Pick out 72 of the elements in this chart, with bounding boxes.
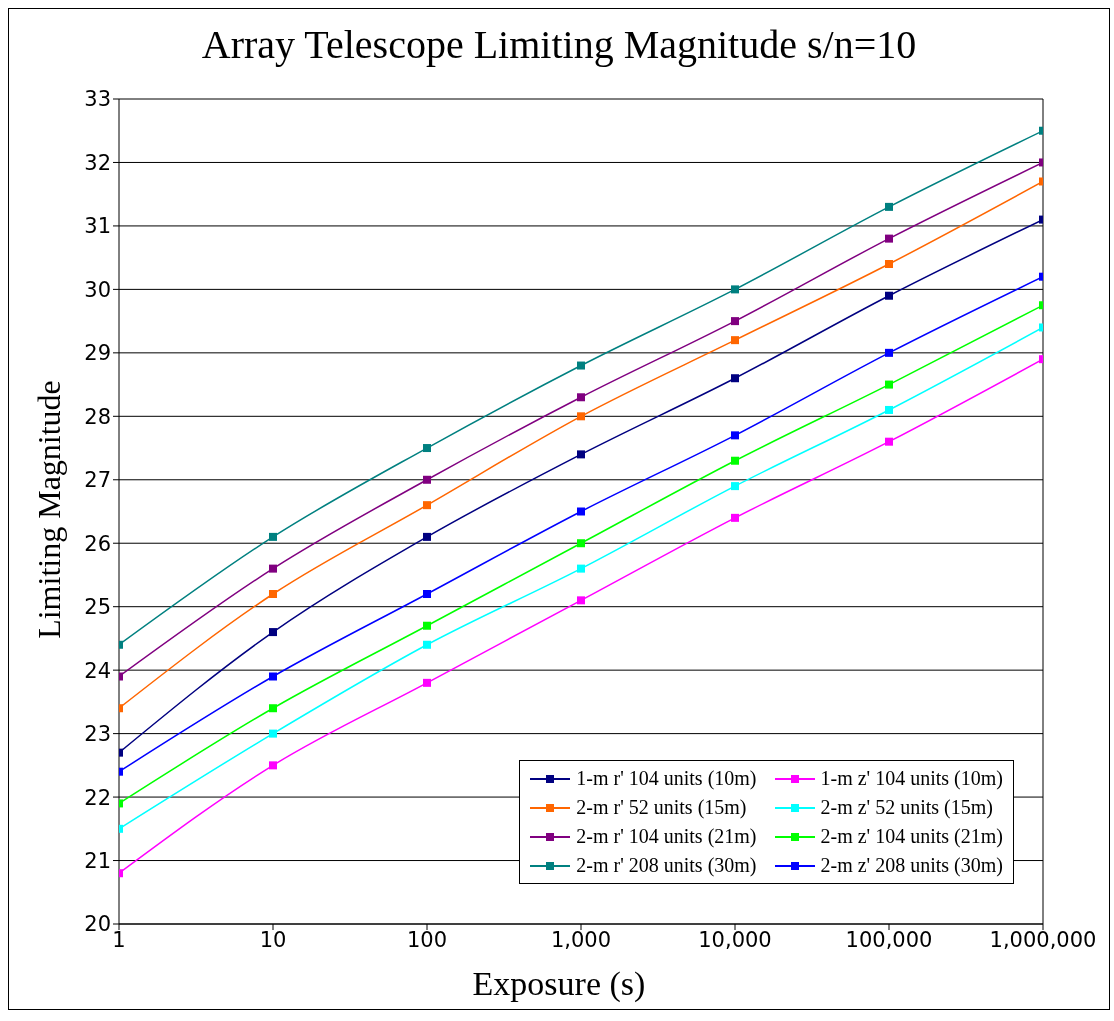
legend-label: 1-m r' 104 units (10m) <box>576 767 757 790</box>
point <box>885 348 893 357</box>
point <box>885 405 893 414</box>
point <box>269 590 277 598</box>
point <box>269 704 277 713</box>
point <box>423 640 431 649</box>
legend-label: 2-m r' 52 units (15m) <box>576 796 747 819</box>
point <box>731 482 739 491</box>
y-tick-label: 28 <box>84 404 111 429</box>
legend-label: 2-m r' 104 units (21m) <box>576 825 757 848</box>
y-tick-label: 31 <box>84 214 111 239</box>
point <box>577 361 585 370</box>
point <box>731 285 739 294</box>
point <box>577 596 585 605</box>
y-tick-label: 26 <box>84 531 111 556</box>
y-tick-label: 22 <box>84 785 111 810</box>
point <box>423 475 431 484</box>
x-tick-label: 10 <box>259 927 287 952</box>
point <box>885 380 893 389</box>
legend-label: 2-m z' 52 units (15m) <box>820 796 993 819</box>
y-tick-label: 20 <box>84 912 111 937</box>
legend-label: 2-m z' 104 units (21m) <box>820 825 1003 848</box>
x-tick-label: 1,000 <box>550 927 612 952</box>
point <box>885 291 893 300</box>
x-tick-label: 1,000,000 <box>989 927 1097 952</box>
x-axis-title: Exposure (s) <box>471 965 647 1003</box>
point <box>269 564 277 573</box>
legend-label: 1-m z' 104 units (10m) <box>820 767 1003 790</box>
point <box>269 628 277 637</box>
point <box>885 260 893 268</box>
y-tick-label: 32 <box>84 150 111 175</box>
point <box>731 456 739 465</box>
point <box>577 564 585 573</box>
y-tick-label: 25 <box>84 595 111 620</box>
point <box>423 444 431 453</box>
y-tick-label: 23 <box>84 722 111 747</box>
point <box>423 532 431 541</box>
point <box>731 431 739 440</box>
legend-label: 2-m r' 208 units (30m) <box>576 854 757 877</box>
y-axis-title: Limiting Magnitude <box>30 379 68 639</box>
y-tick-label: 24 <box>84 658 111 683</box>
point <box>885 202 893 211</box>
point <box>269 761 277 770</box>
point <box>731 336 739 345</box>
point <box>423 501 431 510</box>
legend-label: 2-m z' 208 units (30m) <box>820 854 1003 877</box>
y-tick-label: 30 <box>84 277 111 302</box>
point <box>423 621 431 630</box>
point <box>731 317 739 326</box>
point <box>269 729 277 738</box>
point <box>885 437 893 446</box>
point <box>731 374 739 383</box>
point <box>269 672 277 681</box>
point <box>577 507 585 516</box>
chart-title: Array Telescope Limiting Magnitude s/n=10 <box>200 21 918 68</box>
y-tick-label: 21 <box>84 848 111 873</box>
point <box>577 393 585 402</box>
x-tick-label: 100,000 <box>845 927 933 952</box>
point <box>577 412 585 421</box>
point <box>731 513 739 522</box>
point <box>423 678 431 687</box>
y-tick-label: 29 <box>84 341 111 366</box>
point <box>423 590 431 598</box>
x-tick-label: 100 <box>406 927 448 952</box>
point <box>885 234 893 243</box>
point <box>577 450 585 459</box>
y-tick-label: 27 <box>84 468 111 493</box>
point <box>269 532 277 541</box>
x-tick-label: 1 <box>112 927 126 952</box>
point <box>577 539 585 548</box>
y-tick-label: 33 <box>84 87 111 112</box>
x-tick-label: 10,000 <box>698 927 772 952</box>
